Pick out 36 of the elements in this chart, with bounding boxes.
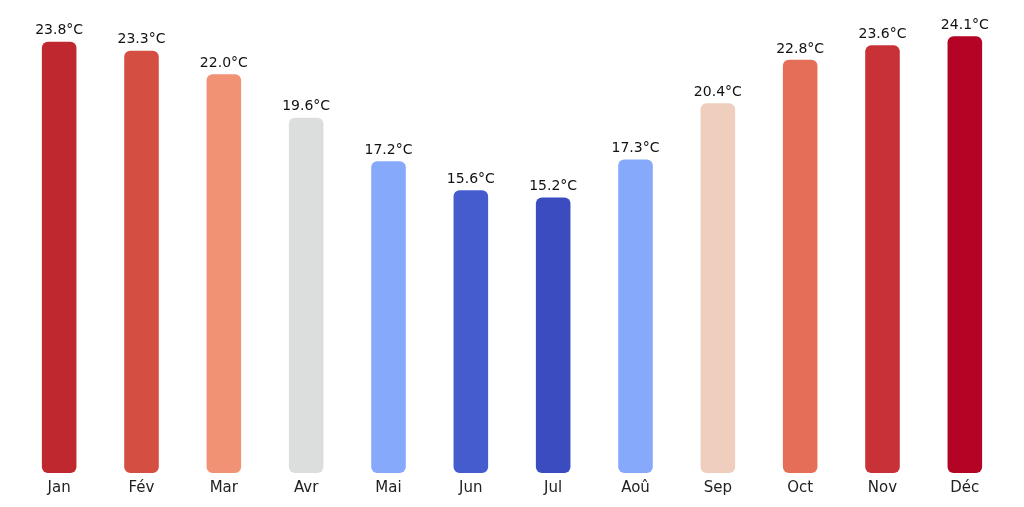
x-tick-label: Avr <box>293 477 320 496</box>
bar <box>782 59 818 473</box>
bar <box>41 41 77 473</box>
bar <box>700 103 736 473</box>
data-label: 17.2°C <box>364 140 413 157</box>
data-label: 22.8°C <box>776 39 825 56</box>
bar <box>453 190 489 473</box>
data-label: 23.8°C <box>35 21 84 38</box>
bar <box>618 159 653 473</box>
x-tick-label: Jul <box>543 477 563 496</box>
bar <box>865 45 900 473</box>
x-tick-label: Déc <box>950 477 980 496</box>
x-tick-label: Aoû <box>621 477 650 496</box>
data-label: 22.0°C <box>199 54 249 70</box>
bar <box>947 36 983 473</box>
x-tick-label: Nov <box>867 477 898 496</box>
x-tick-label: Mai <box>375 477 402 496</box>
x-tick-label: Jan <box>46 477 71 496</box>
x-tick-label: Jun <box>458 477 483 496</box>
data-label: 15.6°C <box>446 169 496 186</box>
bar <box>206 74 242 473</box>
data-label: 23.3°C <box>117 30 166 47</box>
x-tick-label: Mar <box>209 477 239 496</box>
data-label: 20.4°C <box>693 82 743 99</box>
data-label: 15.2°C <box>529 177 578 194</box>
data-label: 24.1°C <box>940 15 990 32</box>
bar <box>535 197 571 473</box>
x-tick-label: Fév <box>128 477 155 496</box>
x-tick-label: Oct <box>787 477 814 496</box>
data-label: 23.6°C <box>858 25 907 42</box>
x-tick-label: Sep <box>703 477 732 496</box>
bar <box>288 117 324 473</box>
bar <box>371 161 406 473</box>
data-label: 19.6°C <box>282 97 331 114</box>
data-label: 17.3°C <box>611 139 660 156</box>
bar <box>124 50 159 473</box>
